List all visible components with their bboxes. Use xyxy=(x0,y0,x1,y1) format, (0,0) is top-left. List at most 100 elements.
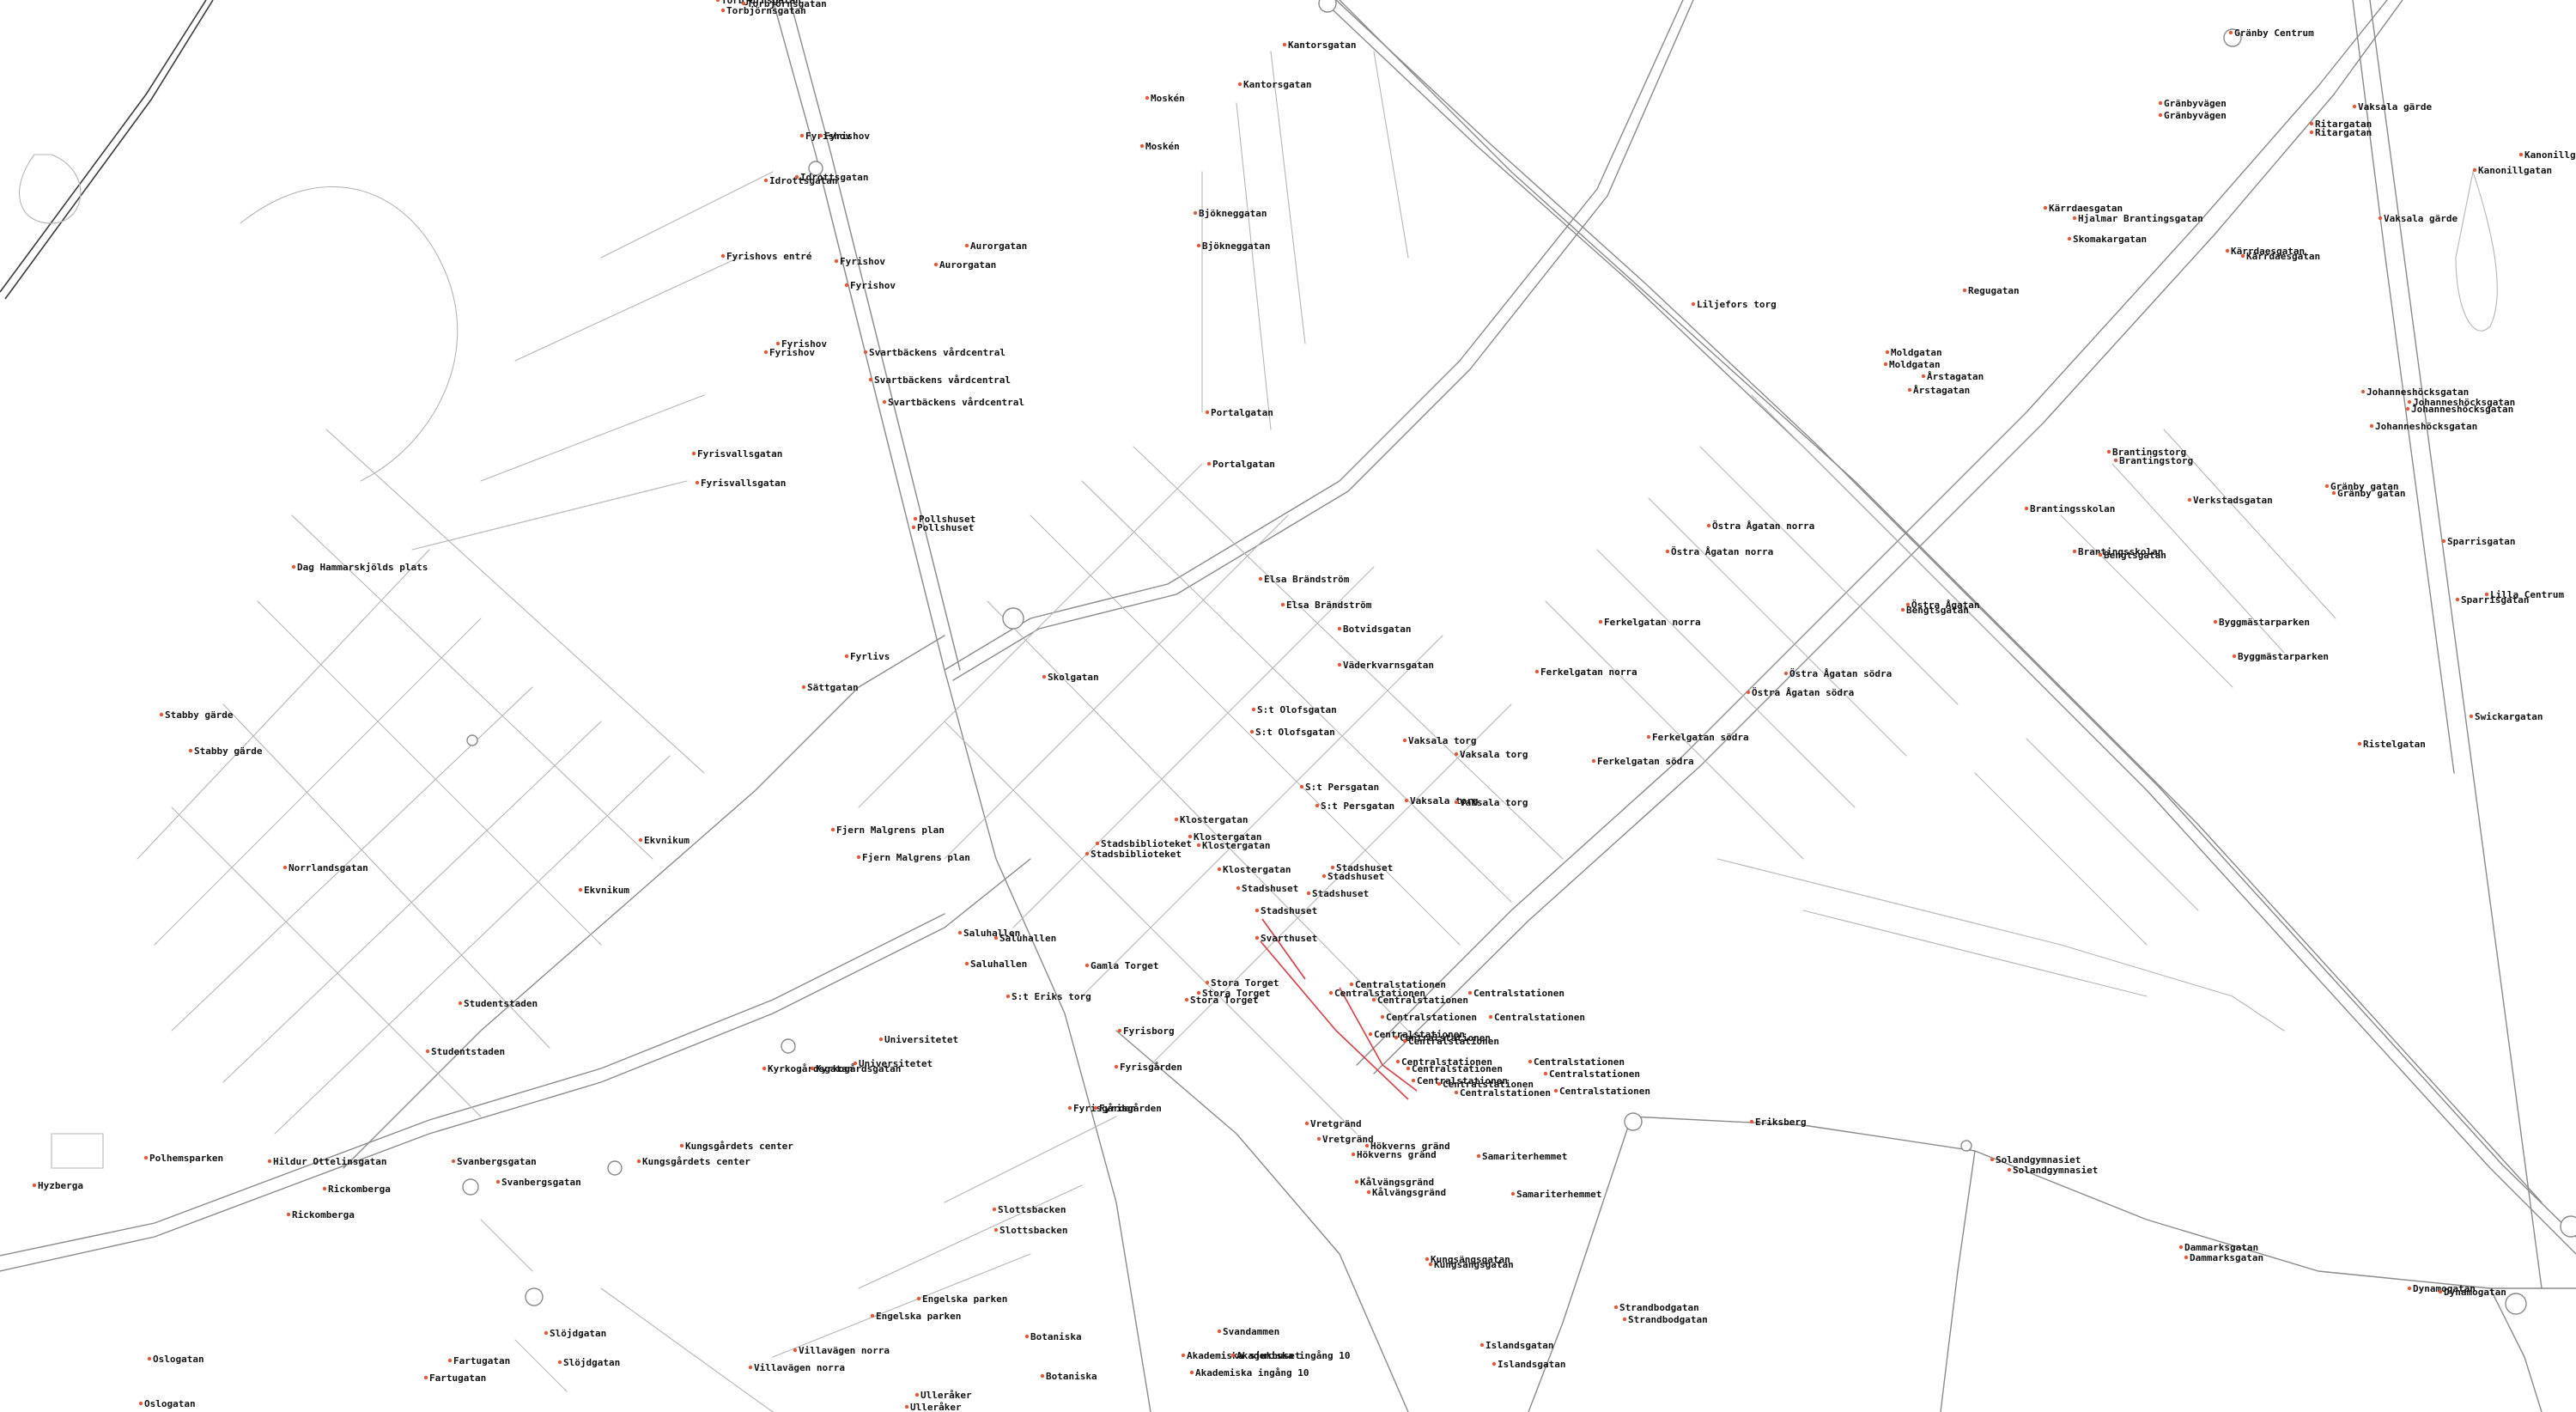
stop-marker[interactable]: Klostergatan xyxy=(1217,864,1291,875)
stop-marker[interactable]: Hyzberga xyxy=(32,1180,83,1191)
stop-marker[interactable]: Saluhallen xyxy=(993,933,1056,944)
stop-marker[interactable]: Bjökneggatan xyxy=(1196,240,1271,252)
stop-marker[interactable]: Eriksberg xyxy=(1749,1117,1807,1128)
stop-marker[interactable]: Klostergatan xyxy=(1188,831,1262,843)
stop-marker[interactable]: Stora Torget xyxy=(1196,988,1271,999)
stop-marker[interactable]: Sparrisgatan xyxy=(2441,536,2516,547)
stop-marker[interactable]: Gamla Torget xyxy=(1084,960,1159,971)
stop-marker[interactable]: Johanneshöcksgatan xyxy=(2407,397,2515,408)
stop-marker[interactable]: Ferkelgatan södra xyxy=(1646,732,1749,743)
stop-marker[interactable]: Stora Torget xyxy=(1205,977,1279,989)
stop-marker[interactable]: Gränbyvägen xyxy=(2158,98,2227,109)
stop-marker[interactable]: Johanneshöcksgatan xyxy=(2405,404,2513,415)
stop-marker[interactable]: Dammarksgatan xyxy=(2178,1242,2258,1253)
stop-marker[interactable]: Centralstationen xyxy=(1328,988,1425,999)
stop-marker[interactable]: Stabby gärde xyxy=(188,746,263,757)
stop-marker[interactable]: Dammarksgatan xyxy=(2184,1252,2263,1263)
stop-marker[interactable]: Portalgatan xyxy=(1206,459,1275,470)
stop-marker[interactable]: Fyrishov xyxy=(799,131,852,142)
stop-marker[interactable]: Kungsgårdets center xyxy=(679,1141,793,1152)
stop-marker[interactable]: Islandsgatan xyxy=(1479,1340,1554,1351)
stop-marker[interactable]: Universitetet xyxy=(853,1058,933,1069)
stop-marker[interactable]: Vaksala gärde xyxy=(2378,213,2458,224)
stop-marker[interactable]: Studentstaden xyxy=(425,1046,505,1057)
stop-marker[interactable]: Vaksala gärde xyxy=(2352,101,2433,113)
stop-marker[interactable]: Islandsgatan xyxy=(1492,1359,1566,1370)
stop-marker[interactable]: Lilla Centrum xyxy=(2484,589,2565,600)
stop-marker[interactable]: Sparrisgatan xyxy=(2455,594,2530,606)
stop-marker[interactable]: Studentstaden xyxy=(458,998,538,1009)
stop-marker[interactable]: Ekvnikum xyxy=(638,835,690,846)
stop-marker[interactable]: Klostergatan xyxy=(1174,814,1249,825)
stop-marker[interactable]: Årstagatan xyxy=(1907,385,1970,396)
stop-marker[interactable]: Svanbergsgatan xyxy=(451,1156,537,1167)
stop-marker[interactable]: Kantorsgatan xyxy=(1237,79,1312,90)
stop-marker[interactable]: Centralstationen xyxy=(1543,1068,1640,1080)
stop-marker[interactable]: Slottsbacken xyxy=(993,1225,1068,1236)
stop-marker[interactable]: Ferkelgatan norra xyxy=(1598,617,1701,628)
stop-marker[interactable]: Dynamogatan xyxy=(2438,1287,2506,1298)
stop-marker[interactable]: Botaniska xyxy=(1040,1371,1097,1382)
stop-marker[interactable]: Botvidsgatan xyxy=(1337,624,1412,635)
stop-marker[interactable]: Liljefors torg xyxy=(1691,299,1777,310)
stop-marker[interactable]: Centralstationen xyxy=(1553,1086,1650,1097)
stop-marker[interactable]: Byggmästarparken xyxy=(2213,617,2310,628)
stop-marker[interactable]: Fyrlivs xyxy=(844,651,890,662)
stop-marker[interactable]: Fyrishov xyxy=(775,338,828,350)
stop-marker[interactable]: Stadsbiblioteket xyxy=(1084,849,1182,860)
stop-marker[interactable]: Vaksala torg xyxy=(1402,735,1477,746)
stop-marker[interactable]: Stadsbiblioteket xyxy=(1095,838,1192,849)
stop-marker[interactable]: Oslogatan xyxy=(138,1398,196,1409)
stop-marker[interactable]: Saluhallen xyxy=(964,959,1027,970)
stop-marker[interactable]: Svarthuset xyxy=(1255,933,1317,944)
stop-marker[interactable]: Centralstationen xyxy=(1394,1032,1491,1044)
stop-marker[interactable]: Torbjörnsgatan xyxy=(720,5,806,16)
stop-marker[interactable]: Fyrishovs entré xyxy=(720,251,812,262)
stop-marker[interactable]: Rickomberga xyxy=(322,1184,391,1195)
stop-marker[interactable]: S:t Persgatan xyxy=(1315,800,1394,812)
stop-marker[interactable]: Moskén xyxy=(1139,141,1180,152)
stop-marker[interactable]: Dynamogatan xyxy=(2407,1283,2476,1294)
stop-marker[interactable]: Strandbodgatan xyxy=(1622,1314,1708,1325)
stop-marker[interactable]: Svanbergsgatan xyxy=(495,1177,581,1188)
stop-marker[interactable]: Östra Ågatan södra xyxy=(1783,667,1892,679)
stop-marker[interactable]: Fyrishov xyxy=(834,256,886,267)
stop-marker[interactable]: Stadshuset xyxy=(1255,905,1317,916)
stop-marker[interactable]: Centralstationen xyxy=(1395,1056,1492,1068)
stop-marker[interactable]: Klostergatan xyxy=(1196,840,1271,851)
stop-marker[interactable]: Stadshuset xyxy=(1321,871,1384,882)
stop-marker[interactable]: Fyrishov xyxy=(844,280,896,291)
stop-marker[interactable]: Slottsbacken xyxy=(992,1204,1066,1215)
stop-marker[interactable]: Swickargatan xyxy=(2469,711,2543,722)
stop-marker[interactable]: Fyrishov xyxy=(763,347,816,358)
stop-marker[interactable]: Rickomberga xyxy=(286,1209,355,1220)
stop-marker[interactable]: Centralstationen xyxy=(1437,1079,1534,1090)
stop-marker[interactable]: Byggmästarparken xyxy=(2232,651,2329,662)
stop-marker[interactable]: Svartbäckens vårdcentral xyxy=(868,374,1011,386)
stop-marker[interactable]: Fartugatan xyxy=(423,1372,486,1384)
stop-marker[interactable]: Kärrdaesgatan xyxy=(2043,203,2123,214)
stop-marker[interactable]: Stabby gärde xyxy=(159,709,234,721)
stop-marker[interactable]: Aurorgatan xyxy=(933,259,996,271)
stop-marker[interactable]: Gränby gatan xyxy=(2324,481,2399,492)
stop-marker[interactable]: Villavägen norra xyxy=(748,1362,845,1373)
stop-marker[interactable]: Centralstationen xyxy=(1406,1063,1503,1074)
stop-marker[interactable]: Engelska parken xyxy=(870,1311,962,1322)
stop-marker[interactable]: Stora Torget xyxy=(1184,995,1259,1006)
stop-marker[interactable]: Engelska parken xyxy=(916,1293,1008,1305)
stop-marker[interactable]: Vaksala torg xyxy=(1404,795,1479,806)
stop-marker[interactable]: Solandgymnasiet xyxy=(2007,1165,2099,1176)
stop-marker[interactable]: Ristelgatan xyxy=(2357,739,2426,750)
stop-marker[interactable]: Kärrdaesgatan xyxy=(2225,246,2305,257)
stop-marker[interactable]: Centralstationen xyxy=(1454,1087,1551,1099)
stop-marker[interactable]: Centralstationen xyxy=(1467,988,1564,999)
stop-marker[interactable]: Fartugatan xyxy=(447,1355,510,1366)
stop-marker[interactable]: Universitetet xyxy=(878,1034,958,1045)
stop-marker[interactable]: Centralstationen xyxy=(1402,1036,1499,1047)
stop-marker[interactable]: Samariterhemmet xyxy=(1510,1189,1602,1200)
stop-marker[interactable]: Akademiska ingång 10 xyxy=(1230,1350,1351,1361)
stop-marker[interactable]: Vretgränd xyxy=(1316,1134,1374,1145)
stop-marker[interactable]: Svartbäckens vårdcentral xyxy=(863,347,1005,358)
stop-marker[interactable]: Ekvnikum xyxy=(578,885,630,896)
stop-marker[interactable]: Årstagatan xyxy=(1921,371,1984,382)
